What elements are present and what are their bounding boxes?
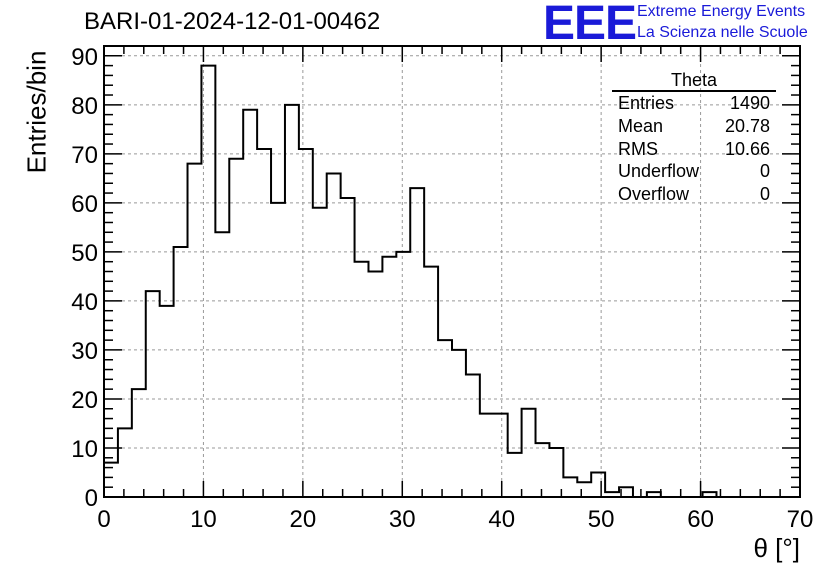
y-tick-label: 70: [71, 142, 98, 169]
x-tick-label: 40: [488, 506, 515, 533]
stats-value: 10.66: [724, 138, 770, 159]
stats-label: Mean: [618, 115, 664, 136]
x-tick-label: 20: [290, 506, 317, 533]
y-tick-label: 60: [71, 191, 98, 218]
stats-box: Theta Entries 1490 Mean 20.78 RMS 10.66 …: [612, 70, 776, 206]
stats-value: 20.78: [724, 115, 770, 136]
y-tick-label: 0: [85, 485, 98, 512]
x-tick-label: 0: [97, 506, 110, 533]
y-tick-label: 10: [71, 436, 98, 463]
org-line-1: Extreme Energy Events: [637, 3, 806, 20]
x-axis-label: θ [°]: [753, 533, 800, 563]
stats-label: Overflow: [618, 184, 690, 205]
stats-label: RMS: [618, 138, 658, 159]
stats-label: Underflow: [618, 161, 700, 182]
stats-title: Theta: [612, 70, 776, 92]
tick-labels: 0 10 20 30 40 50 60 70 0 10 20 30 40 50 60 70 80 90: [71, 44, 813, 533]
y-tick-label: 40: [71, 289, 98, 316]
stats-label: Entries: [618, 93, 675, 113]
stats-value: 0: [759, 161, 770, 182]
y-tick-label: 80: [71, 93, 98, 120]
x-tick-label: 70: [787, 506, 814, 533]
x-tick-label: 60: [687, 506, 714, 533]
eee-logo: EEE: [543, 0, 637, 50]
y-tick-label: 50: [71, 240, 98, 267]
y-tick-label: 20: [71, 387, 98, 414]
stats-row: Mean 20.78: [612, 115, 776, 138]
x-tick-label: 10: [190, 506, 217, 533]
stats-value: 1490: [729, 93, 770, 113]
stats-row: Underflow 0: [612, 160, 776, 183]
stats-value: 0: [759, 184, 770, 205]
x-tick-label: 30: [389, 506, 416, 533]
grid-lines: [104, 46, 800, 497]
x-tick-label: 50: [588, 506, 615, 533]
stats-row: Overflow 0: [612, 183, 776, 206]
y-axis-label: Entries/bin: [21, 50, 52, 174]
y-tick-label: 90: [71, 44, 98, 71]
run-title: BARI-01-2024-12-01-00462: [84, 8, 381, 35]
stats-row: Entries 1490: [612, 92, 776, 115]
stats-row: RMS 10.66: [612, 138, 776, 161]
org-line-2: La Scienza nelle Scuole: [637, 24, 808, 41]
axis-ticks: [103, 45, 801, 498]
y-tick-label: 30: [71, 338, 98, 365]
